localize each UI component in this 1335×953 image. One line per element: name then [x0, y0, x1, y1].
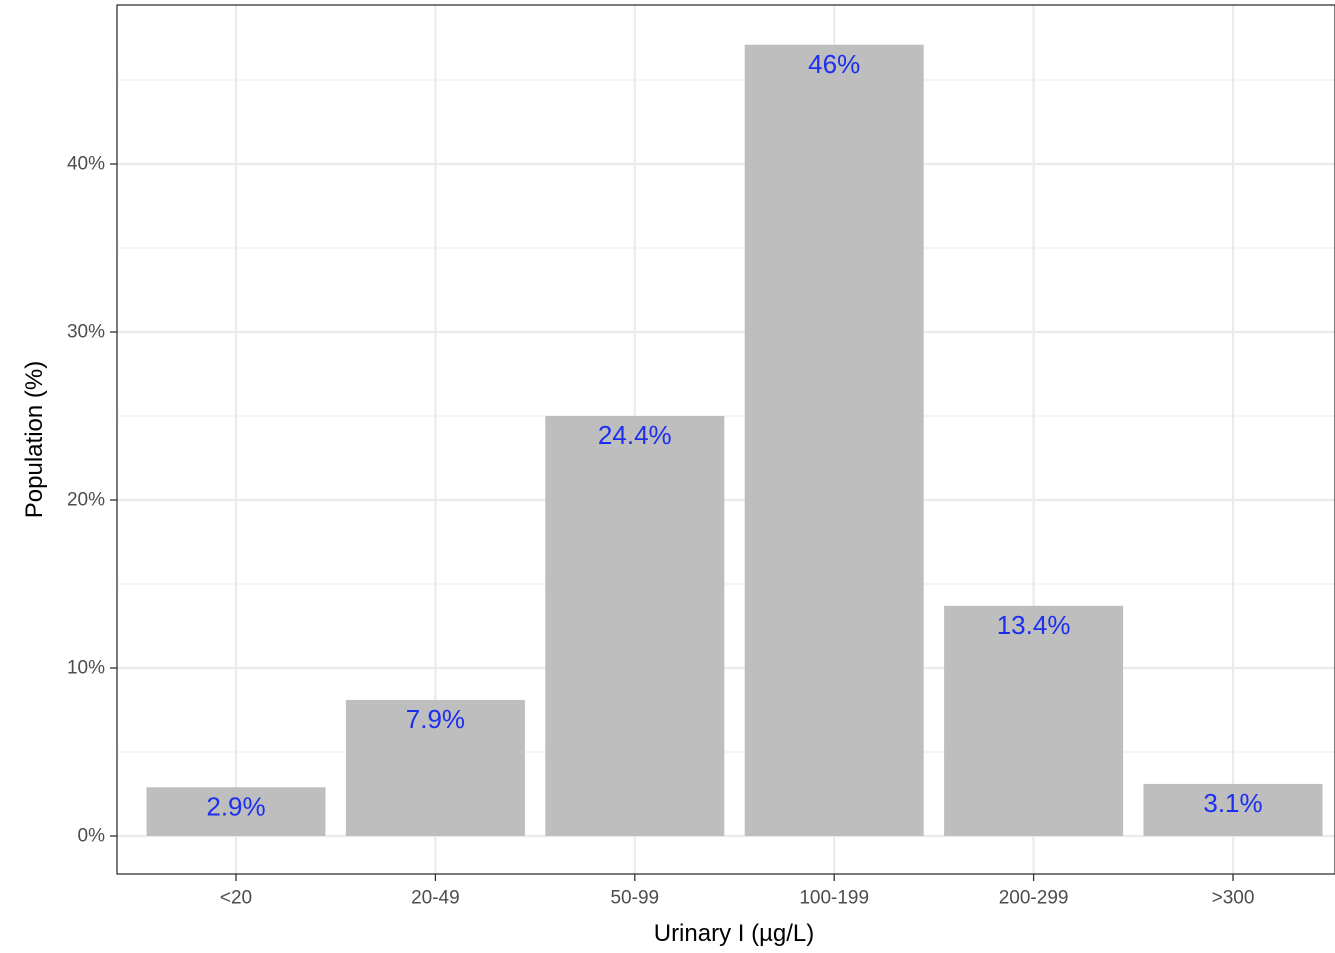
bar-value-labels: 2.9% 7.9% 24.4% 46% 13.4% 3.1%	[206, 49, 1262, 822]
y-tick-label: 30%	[67, 322, 105, 343]
grid-lines	[117, 5, 1335, 874]
y-tick-label: 10%	[67, 658, 105, 679]
y-axis-title: Population (%)	[21, 361, 48, 518]
x-tick-label: 200-299	[999, 888, 1069, 909]
y-tick-label: 0%	[78, 826, 106, 847]
y-tick-label: 20%	[67, 490, 105, 511]
bar	[345, 699, 525, 836]
x-axis-title: Urinary I (µg/L)	[654, 920, 815, 947]
panel-border	[116, 4, 1335, 875]
bar	[944, 605, 1124, 836]
x-tick-label: 100-199	[799, 888, 869, 909]
y-tick-label: 40%	[67, 154, 105, 175]
bar	[744, 44, 924, 837]
bars	[146, 44, 1323, 837]
bar	[545, 416, 725, 836]
bar-value-label: 7.9%	[406, 704, 465, 734]
x-axis: <20 20-49 50-99 100-199 200-299 >300	[220, 874, 1255, 909]
bar-value-label: 2.9%	[206, 791, 265, 821]
bar-value-label: 24.4%	[598, 420, 672, 450]
bar	[146, 787, 326, 836]
x-tick-label: >300	[1212, 888, 1255, 909]
x-tick-label: 50-99	[610, 888, 659, 909]
y-axis: 0% 10% 20% 30% 40%	[67, 154, 117, 847]
x-tick-label: <20	[220, 888, 252, 909]
bar-value-label: 13.4%	[997, 610, 1071, 640]
bar	[1143, 783, 1323, 836]
bar-value-label: 46%	[808, 49, 860, 79]
bar-value-label: 3.1%	[1203, 788, 1262, 818]
x-tick-label: 20-49	[411, 888, 460, 909]
